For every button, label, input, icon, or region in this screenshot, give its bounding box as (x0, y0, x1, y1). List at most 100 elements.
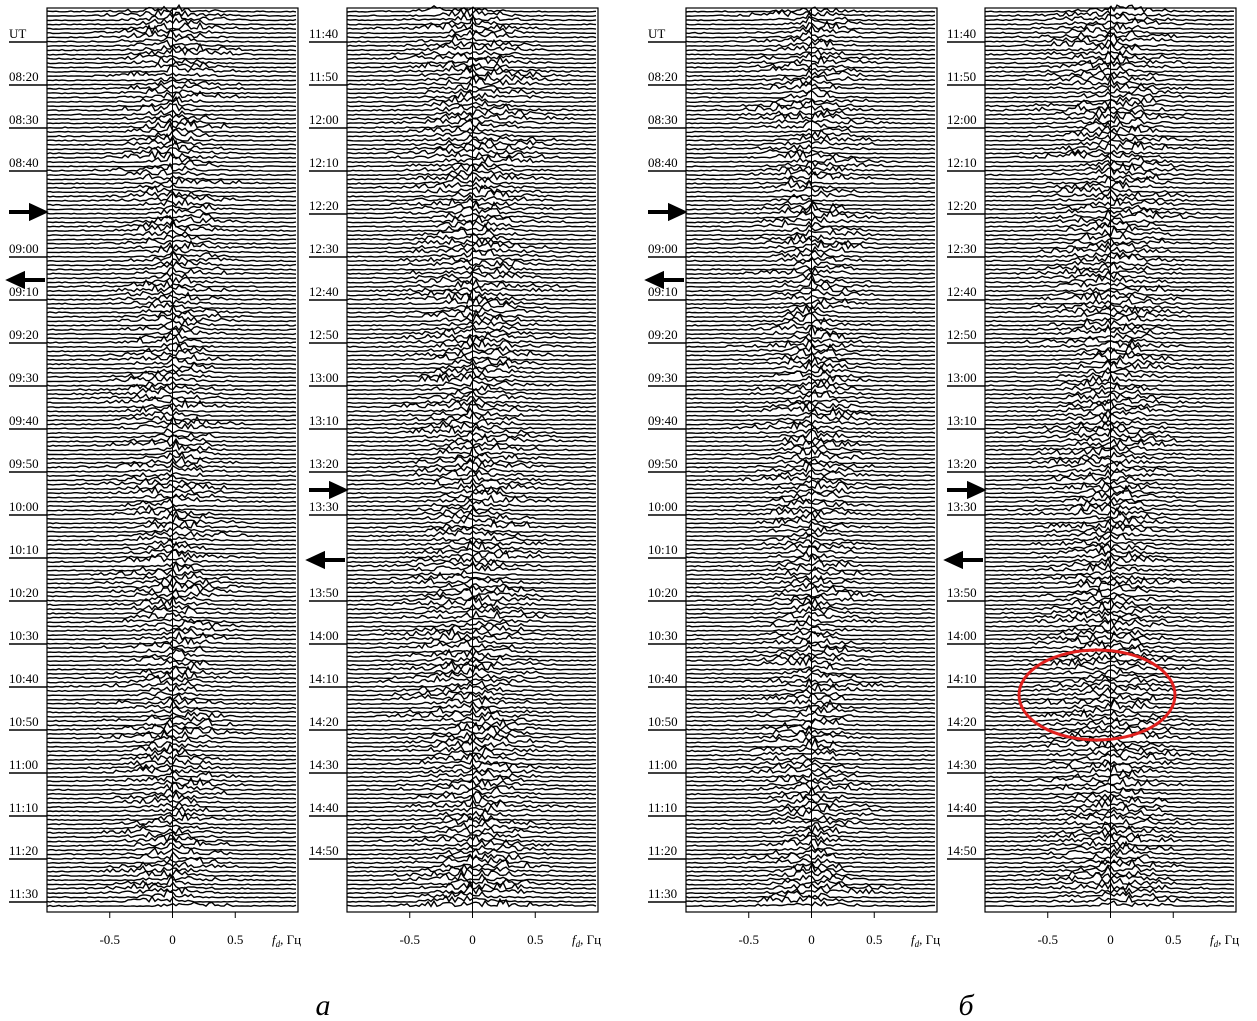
trace (46, 788, 297, 796)
trace (346, 390, 597, 400)
time-label: 11:20 (648, 843, 677, 858)
trace (984, 317, 1235, 327)
trace (984, 196, 1234, 207)
trace (46, 383, 296, 392)
trace (346, 342, 596, 353)
trace (685, 330, 935, 340)
trace (46, 341, 296, 349)
trace (346, 884, 596, 895)
trace (984, 593, 1235, 602)
trace (685, 582, 936, 590)
trace (346, 249, 597, 258)
trace (685, 402, 936, 413)
trace (985, 310, 1235, 319)
trace (46, 674, 297, 684)
trace (984, 261, 1235, 271)
trace (46, 450, 296, 460)
trace (984, 347, 1235, 357)
trace (685, 61, 936, 69)
time-label: 12:00 (309, 112, 339, 127)
x-axis-label-part: f (272, 932, 278, 947)
trace (46, 801, 297, 809)
trace (984, 129, 1235, 138)
trace (985, 216, 1235, 224)
trace (46, 11, 297, 22)
trace (346, 331, 597, 340)
trace (346, 807, 597, 817)
trace (685, 323, 936, 332)
trace (46, 326, 297, 336)
time-label: 14:20 (309, 714, 339, 729)
trace (346, 255, 597, 263)
time-label: 13:50 (309, 585, 339, 600)
trace (685, 11, 936, 22)
time-label: 11:00 (9, 757, 38, 772)
trace (46, 740, 297, 749)
trace (984, 663, 1235, 671)
time-label: 10:40 (9, 671, 39, 686)
trace (984, 693, 1234, 701)
trace (46, 659, 297, 667)
trace (685, 15, 936, 26)
trace (346, 539, 597, 547)
time-label: 13:00 (947, 370, 977, 385)
trace (346, 739, 597, 749)
trace (685, 516, 936, 525)
time-label: 14:00 (309, 628, 339, 643)
trace (347, 879, 597, 891)
trace (346, 645, 597, 654)
trace (984, 124, 1235, 134)
x-tick-label: -0.5 (399, 932, 420, 947)
trace (346, 894, 597, 904)
time-label: 10:30 (648, 628, 678, 643)
trace (46, 113, 297, 121)
trace (984, 674, 1235, 684)
trace (346, 610, 597, 620)
trace (346, 639, 597, 650)
trace (346, 176, 597, 185)
trace (984, 397, 1234, 405)
trace (46, 203, 296, 211)
time-label: 11:10 (648, 800, 677, 815)
trace (984, 120, 1235, 129)
trace (985, 599, 1235, 611)
trace (346, 661, 597, 672)
trace (46, 136, 297, 147)
trace (984, 207, 1235, 215)
trace (46, 595, 297, 607)
trace (984, 839, 1235, 848)
x-axis-label: fd, Гц (911, 932, 940, 949)
time-label: 10:00 (648, 499, 678, 514)
trace (685, 650, 936, 658)
trace (46, 572, 297, 581)
trace (46, 775, 297, 783)
trace (685, 721, 936, 731)
trace (346, 847, 596, 856)
trace (346, 516, 597, 525)
trace (984, 444, 1235, 452)
trace (346, 430, 597, 439)
trace (984, 470, 1235, 482)
trace (346, 689, 597, 697)
trace (46, 207, 297, 216)
time-label: 14:10 (309, 671, 339, 686)
time-label: 10:50 (9, 714, 39, 729)
trace (685, 193, 936, 202)
time-label: 12:50 (309, 327, 339, 342)
trace (347, 518, 596, 529)
trace (346, 444, 597, 456)
trace (984, 323, 1235, 336)
trace (346, 504, 597, 512)
trace (46, 477, 297, 486)
trace (346, 498, 597, 508)
trace (46, 65, 296, 74)
trace (46, 331, 296, 340)
trace (46, 347, 297, 357)
trace (685, 682, 936, 693)
trace (984, 636, 1235, 645)
trace (47, 714, 296, 723)
trace (685, 653, 936, 662)
trace (984, 225, 1235, 237)
trace (346, 890, 597, 899)
x-tick-label: 0.5 (1165, 932, 1181, 947)
